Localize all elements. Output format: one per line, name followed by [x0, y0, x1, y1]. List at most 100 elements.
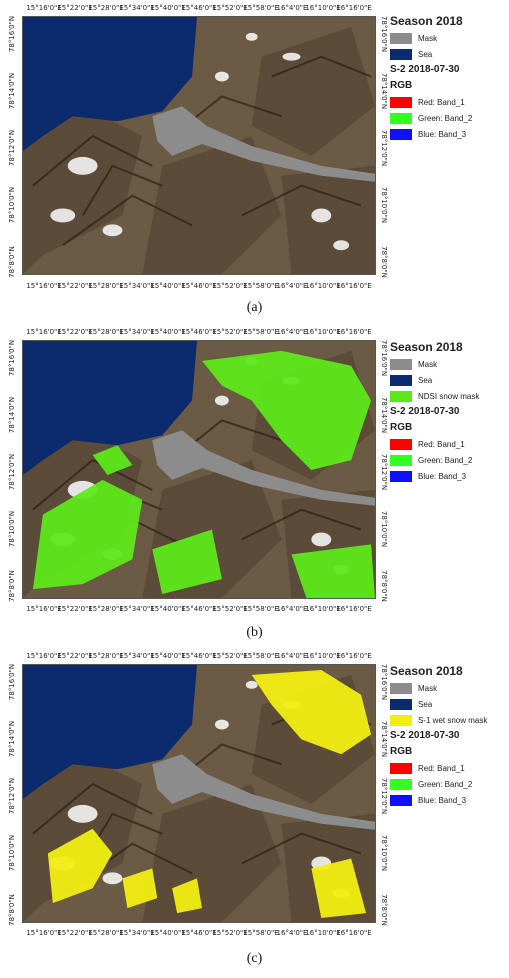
panel-c: 15°16'0"E 15°22'0"E 15°28'0"E 15°34'0"E 15°4…	[0, 646, 509, 978]
legend-season-title: Season 2018	[390, 664, 463, 678]
lon-tick-label: 15°58'0"E	[243, 282, 279, 290]
legend-row: Sea	[390, 697, 506, 711]
lon-tick-label: 15°52'0"E	[212, 282, 248, 290]
lon-tick-label: 16°16'0"E	[336, 328, 372, 336]
lat-tick-label: 78°8'0"N	[380, 894, 388, 926]
lon-tick-label: 15°28'0"E	[88, 929, 124, 937]
snow-patch	[102, 224, 123, 237]
ndsi-snow-mask	[291, 544, 375, 598]
snow-patch	[214, 395, 229, 406]
lon-tick-label: 16°10'0"E	[305, 282, 341, 290]
legend-season-title: Season 2018	[390, 14, 463, 28]
legend-label: Blue: Band_3	[418, 471, 467, 481]
legend-swatch	[390, 96, 412, 108]
lon-tick-label: 15°16'0"E	[26, 929, 62, 937]
legend-swatch	[390, 358, 412, 370]
legend-swatch	[390, 48, 412, 60]
legend-row: Red: Band_1	[390, 437, 506, 451]
legend-label: Mask	[418, 683, 438, 693]
lon-tick-label: 15°40'0"E	[150, 4, 186, 12]
ridge-line	[32, 458, 153, 511]
lon-tick-label: 16°16'0"E	[336, 652, 372, 660]
legend-b: Season 2018 Mask Sea NDSI snow mask S-2 20…	[390, 340, 506, 485]
lon-tick-label: 15°22'0"E	[57, 652, 93, 660]
ridge-line	[62, 194, 193, 247]
legend-swatch	[390, 698, 412, 710]
wet-snow-mask	[122, 868, 158, 909]
legend-swatch	[390, 682, 412, 694]
lon-tick-label: 16°16'0"E	[336, 929, 372, 937]
lon-tick-label: 15°58'0"E	[243, 328, 279, 336]
legend-row: Sea	[390, 47, 506, 61]
legend-label: Red: Band_1	[418, 97, 465, 107]
ridge-line	[241, 508, 362, 541]
map-b[interactable]	[22, 340, 376, 599]
lon-ticks-top: 15°16'0"E 15°22'0"E 15°28'0"E 15°34'0"E 15°4…	[22, 652, 376, 664]
lat-tick-label: 78°10'0"N	[8, 510, 16, 548]
map-a[interactable]	[22, 16, 376, 275]
legend-season-title: Season 2018	[390, 340, 463, 354]
snow-patch	[67, 156, 98, 175]
snow-patch	[311, 532, 332, 547]
wet-snow-mask	[172, 878, 202, 914]
lon-tick-label: 15°40'0"E	[150, 282, 186, 290]
lon-tick-label: 15°40'0"E	[150, 929, 186, 937]
legend-swatch	[390, 794, 412, 806]
lat-ticks-left: 78°16'0"N 78°14'0"N 78°12'0"N 78°10'0"N 78°8…	[6, 664, 18, 926]
lon-tick-label: 16°10'0"E	[305, 929, 341, 937]
ridge-line	[81, 164, 163, 216]
lon-tick-label: 15°58'0"E	[243, 605, 279, 613]
legend-row: Blue: Band_3	[390, 469, 506, 483]
lon-tick-label: 15°34'0"E	[119, 652, 155, 660]
legend-items: Mask Sea S-1 wet snow mask	[390, 681, 506, 727]
legend-items: Mask Sea NDSI snow mask	[390, 357, 506, 403]
lon-tick-label: 15°28'0"E	[88, 282, 124, 290]
legend-row: Red: Band_1	[390, 95, 506, 109]
legend-swatch	[390, 778, 412, 790]
legend-row: S-1 wet snow mask	[390, 713, 506, 727]
lon-tick-label: 15°28'0"E	[88, 652, 124, 660]
lon-tick-label: 16°4'0"E	[276, 652, 308, 660]
legend-label: Green: Band_2	[418, 779, 473, 789]
legend-label: NDSI snow mask	[418, 391, 480, 401]
lat-tick-label: 78°10'0"N	[8, 834, 16, 872]
legend-row: Blue: Band_3	[390, 793, 506, 807]
lon-ticks-bottom: 15°16'0"E 15°22'0"E 15°28'0"E 15°34'0"E 15°4…	[22, 929, 376, 941]
panel-a: 15°16'0"E 15°22'0"E 15°28'0"E 15°34'0"E 15°4…	[0, 0, 509, 320]
lon-tick-label: 15°46'0"E	[181, 4, 217, 12]
legend-label: Sea	[418, 49, 433, 59]
ndsi-snow-mask	[92, 445, 133, 475]
lon-tick-label: 15°28'0"E	[88, 605, 124, 613]
snow-patch	[245, 680, 258, 689]
map-c[interactable]	[22, 664, 376, 923]
lon-tick-label: 16°16'0"E	[336, 282, 372, 290]
lon-tick-label: 15°16'0"E	[26, 605, 62, 613]
lat-tick-label: 78°10'0"N	[380, 510, 388, 548]
lon-tick-label: 15°52'0"E	[212, 929, 248, 937]
snow-patch	[50, 208, 76, 223]
lon-tick-label: 16°4'0"E	[276, 4, 308, 12]
terrain-shadow	[251, 26, 375, 156]
lon-tick-label: 16°4'0"E	[276, 282, 308, 290]
legend-label: Sea	[418, 375, 433, 385]
lat-tick-label: 78°8'0"N	[8, 894, 16, 926]
map-b-image	[23, 341, 375, 598]
lon-tick-label: 16°10'0"E	[305, 4, 341, 12]
wet-snow-mask	[251, 669, 372, 755]
legend-swatch	[390, 714, 412, 726]
legend-items: Mask Sea	[390, 31, 506, 61]
snow-patch	[67, 804, 98, 823]
lon-tick-label: 15°52'0"E	[212, 605, 248, 613]
lon-tick-label: 15°52'0"E	[212, 4, 248, 12]
legend-swatch	[390, 762, 412, 774]
sea-area	[23, 665, 198, 799]
lon-tick-label: 15°22'0"E	[57, 282, 93, 290]
legend-swatch	[390, 454, 412, 466]
legend-a: Season 2018 Mask Sea S-2 2018-07-30 RGB R…	[390, 14, 506, 143]
legend-label: Sea	[418, 699, 433, 709]
ndsi-snow-mask	[201, 350, 372, 470]
terrain-shadow	[23, 106, 143, 274]
lat-ticks-right: 78°16'0"N 78°14'0"N 78°12'0"N 78°10'0"N 78°8…	[378, 664, 390, 926]
lat-tick-label: 78°10'0"N	[380, 834, 388, 872]
lon-tick-label: 16°4'0"E	[276, 929, 308, 937]
